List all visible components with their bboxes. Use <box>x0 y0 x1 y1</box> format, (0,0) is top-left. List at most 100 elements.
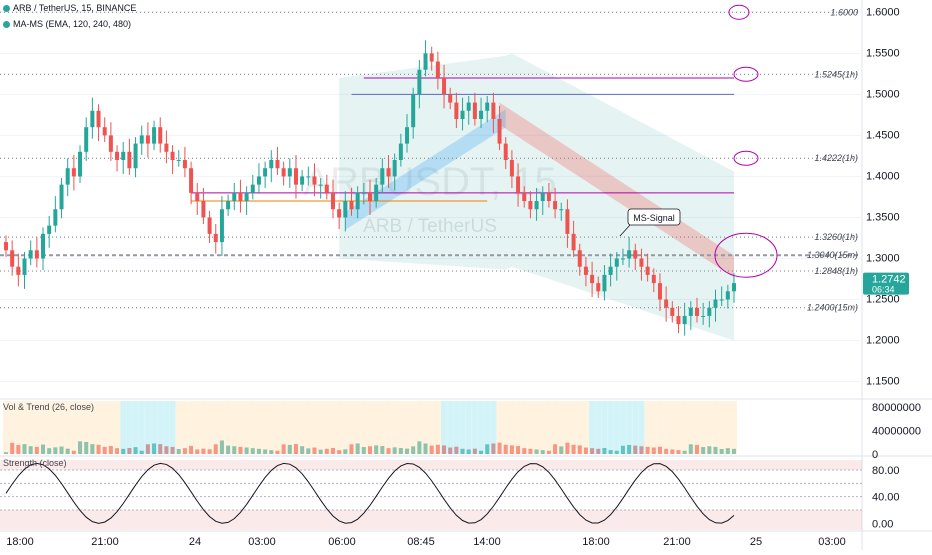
volume-bar <box>201 448 206 454</box>
level-label: 1.3040(15m) <box>807 250 858 260</box>
volume-bar <box>546 450 551 454</box>
trend-band <box>465 401 472 454</box>
candle-body <box>368 192 372 202</box>
price-tick-label: 1.4000 <box>866 170 900 182</box>
volume-bar <box>676 450 681 454</box>
candle-body <box>133 143 138 169</box>
trend-band <box>656 401 663 454</box>
candle-body <box>553 201 558 210</box>
candle-body <box>250 184 255 193</box>
trend-band <box>114 401 121 454</box>
trend-band <box>650 401 657 454</box>
volume-bar <box>627 444 632 454</box>
time-tick-label: 25 <box>750 536 762 548</box>
candle-body <box>182 160 187 169</box>
volume-bar <box>226 445 231 454</box>
volume-bar <box>318 449 323 454</box>
candle-body <box>546 192 551 202</box>
volume-bar <box>47 448 52 454</box>
candle-body <box>318 184 323 186</box>
trend-band <box>478 401 485 454</box>
trend-band <box>175 401 182 454</box>
candle-body <box>176 160 181 162</box>
candle-body <box>189 168 194 193</box>
trend-band <box>107 401 114 454</box>
candle-body <box>300 176 305 185</box>
trend-band <box>638 401 645 454</box>
trend-band <box>262 401 269 454</box>
volume-bar <box>164 446 169 454</box>
candle-body <box>275 160 280 169</box>
trend-band <box>126 401 133 454</box>
volume-bar <box>4 452 8 454</box>
vol-panel-title: Vol & Trend (26, close) <box>3 402 95 412</box>
trend-band <box>163 401 170 454</box>
trend-band <box>447 401 454 454</box>
trend-band <box>619 401 626 454</box>
volume-bar <box>368 446 372 454</box>
trend-band <box>354 401 361 454</box>
trend-band <box>706 401 713 454</box>
candle-body <box>466 102 471 111</box>
volume-bar <box>145 444 150 454</box>
volume-bar <box>707 446 712 454</box>
strength-panel-legend[interactable]: Strength (close) <box>3 458 67 468</box>
symbol-legend[interactable]: ARB / TetherUS, 15, BINANCE <box>3 3 136 13</box>
candle-body <box>28 250 33 259</box>
candle-body <box>287 168 292 177</box>
volume-bar <box>312 447 317 454</box>
volume-bar <box>466 449 471 454</box>
candle-body <box>115 151 120 161</box>
candle-body <box>349 201 354 210</box>
volume-bar <box>71 450 76 454</box>
candle-body <box>577 250 582 267</box>
candle-body <box>127 151 132 169</box>
time-tick-label: 24 <box>189 536 201 548</box>
candle-body <box>53 209 58 226</box>
trend-band <box>169 401 176 454</box>
volume-bar <box>293 444 298 454</box>
volume-bar <box>503 444 508 454</box>
volume-bar <box>96 444 101 454</box>
volume-bar <box>108 446 113 454</box>
trend-band <box>323 401 330 454</box>
volume-bar <box>121 448 126 454</box>
candle-body <box>330 192 335 210</box>
candle-body <box>244 192 249 202</box>
trend-band <box>404 401 411 454</box>
volume-bar <box>244 447 249 454</box>
trend-band <box>552 401 559 454</box>
volume-bar <box>90 444 95 454</box>
candle-body <box>479 110 484 119</box>
candle-body <box>145 135 150 144</box>
symbol-title: ARB / TetherUS, 15, BINANCE <box>13 3 137 13</box>
candle-body <box>522 192 527 202</box>
trend-band <box>379 401 386 454</box>
price-tick-label: 1.1500 <box>866 376 900 388</box>
volume-bar <box>516 446 521 454</box>
candle-body <box>380 168 385 185</box>
volume-bar <box>343 449 348 454</box>
trend-band <box>33 401 40 454</box>
trend-band <box>151 401 158 454</box>
time-tick-label: 03:00 <box>818 536 846 548</box>
trend-band <box>243 401 250 454</box>
volume-bar <box>189 445 194 454</box>
trend-band <box>687 401 694 454</box>
candle-body <box>170 151 175 161</box>
trend-band <box>484 401 491 454</box>
candle-body <box>386 168 391 177</box>
trend-band <box>700 401 707 454</box>
trend-band <box>663 401 670 454</box>
volume-bar <box>59 446 64 454</box>
trend-band <box>212 401 219 454</box>
trend-band <box>360 401 367 454</box>
vol-panel-legend[interactable]: Vol & Trend (26, close) <box>3 402 94 412</box>
candle-body <box>238 192 243 202</box>
candle-body <box>583 266 588 275</box>
trend-band <box>422 401 429 454</box>
volume-bar <box>65 448 70 454</box>
indicator-legend[interactable]: MA-MS (EMA, 120, 240, 480) <box>3 19 131 29</box>
volume-bar <box>238 446 243 454</box>
trend-band <box>521 401 528 454</box>
